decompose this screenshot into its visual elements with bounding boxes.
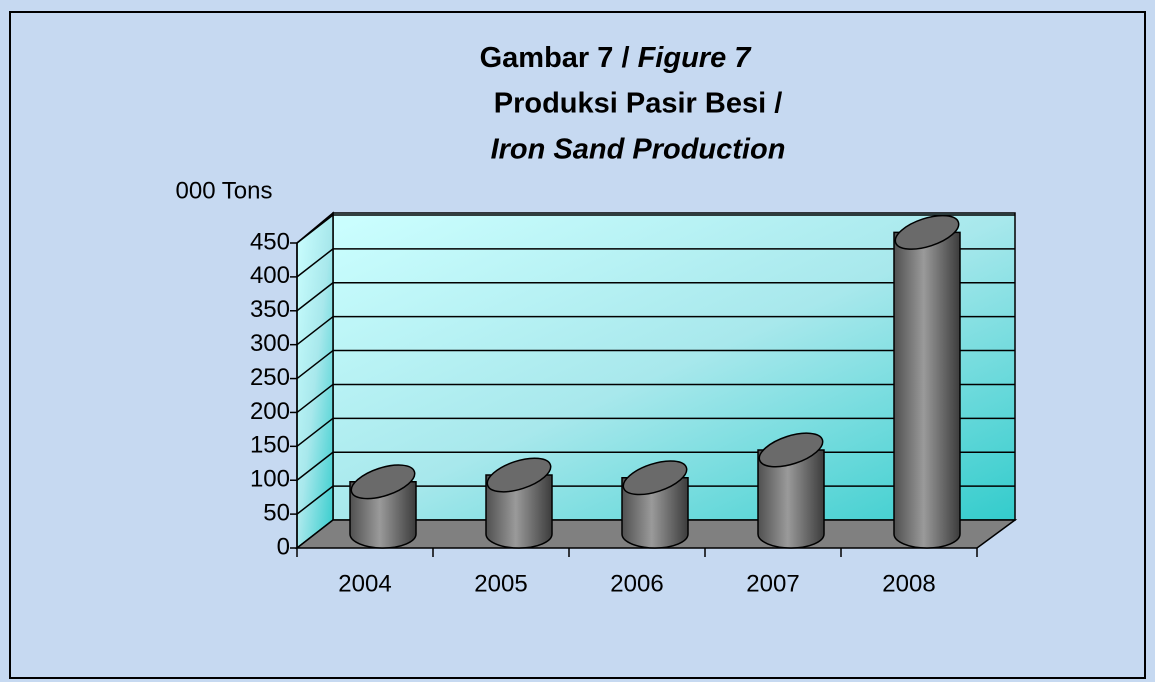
bar-top: [486, 457, 552, 493]
chart-title: Gambar 7 / Figure 7: [480, 42, 753, 74]
grid-line-side: [296, 316, 334, 346]
y-tick-label: 200: [250, 398, 290, 425]
y-tick-label: 350: [250, 296, 290, 323]
y-tick-label: 400: [250, 262, 290, 289]
chart-subtitle-en: Iron Sand Production: [491, 134, 786, 166]
y-tick-label: 450: [250, 228, 290, 255]
grid-line-side: [296, 248, 334, 278]
grid-line-side: [296, 349, 334, 380]
grid-line-side: [296, 451, 334, 481]
bar-top: [622, 460, 688, 496]
bar: [621, 476, 689, 549]
y-tick-label: 150: [250, 432, 290, 459]
bar: [757, 449, 825, 549]
y-tick-label: 0: [277, 533, 290, 560]
y-axis-label: 000 Tons: [176, 177, 273, 204]
y-tick-label: 300: [250, 330, 290, 357]
grid-line-side: [296, 383, 334, 414]
chart-subtitle: Produksi Pasir Besi /: [494, 88, 783, 120]
bar: [893, 231, 961, 549]
grid-line-side: [296, 282, 334, 312]
grid-line-side: [296, 417, 334, 447]
bar: [485, 474, 553, 549]
y-tick-label: 100: [250, 466, 290, 493]
y-tick-label: 250: [250, 364, 290, 391]
grid-line-side: [296, 485, 334, 515]
x-tick-label: 2008: [882, 570, 935, 597]
x-tick-label: 2006: [610, 570, 663, 597]
bar-top: [350, 464, 416, 500]
x-tick-label: 2007: [746, 570, 799, 597]
grid-line-side: [296, 214, 334, 244]
x-tick-label: 2005: [474, 570, 527, 597]
x-tick-label: 2004: [338, 570, 391, 597]
bar-top: [758, 432, 824, 468]
y-tick-label: 50: [263, 499, 290, 526]
bar-top: [894, 214, 960, 250]
